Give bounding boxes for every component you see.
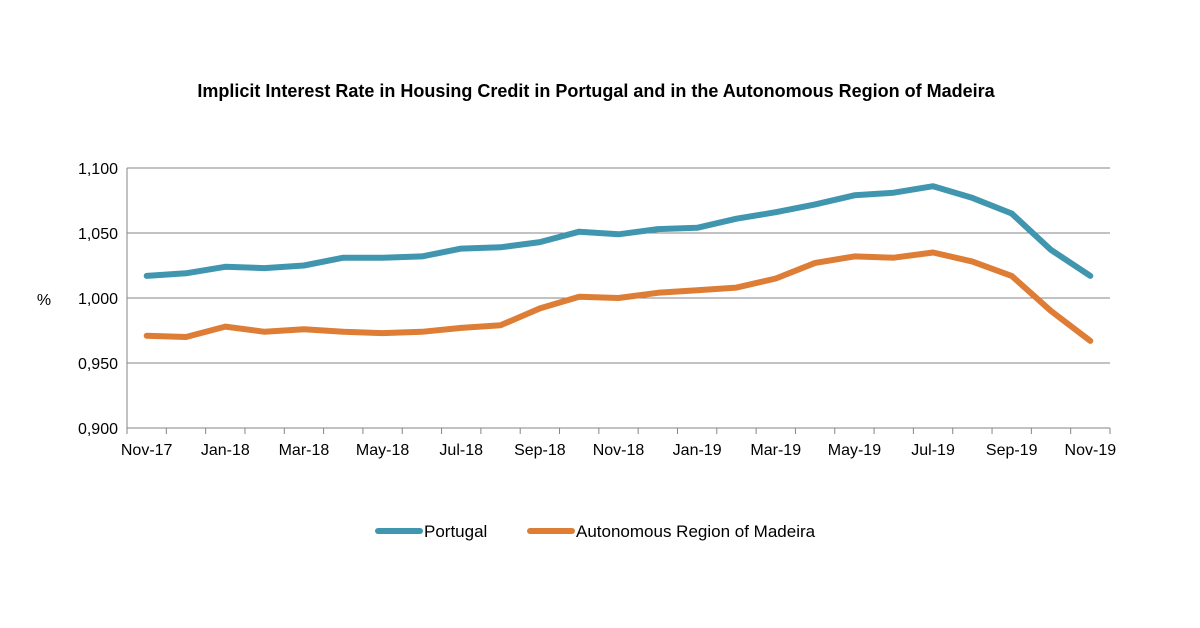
x-tick-label: Sep-19 [986, 442, 1038, 459]
series-lines [143, 183, 1094, 344]
legend-label: Portugal [424, 522, 487, 541]
x-tick-label: May-19 [828, 442, 881, 459]
chart-title: Implicit Interest Rate in Housing Credit… [197, 81, 995, 101]
x-tick-label: Nov-17 [121, 442, 173, 459]
x-tick-label: Mar-18 [279, 442, 330, 459]
x-tick-label: Jan-18 [201, 442, 250, 459]
x-tick-label: Nov-19 [1065, 442, 1117, 459]
x-tick-label: Mar-19 [750, 442, 801, 459]
x-tick-label: May-18 [356, 442, 409, 459]
x-tick-label: Nov-18 [593, 442, 645, 459]
y-axis-ticks: 0,900 0,950 1,000 1,050 1,100 [78, 161, 118, 438]
x-tick-label: Jan-19 [673, 442, 722, 459]
x-tick-label: Jul-19 [911, 442, 955, 459]
y-tick-label: 1,100 [78, 161, 118, 178]
series-line-portugal [143, 183, 1094, 279]
y-tick-label: 0,950 [78, 356, 118, 373]
y-tick-label: 1,050 [78, 226, 118, 243]
y-tick-label: 1,000 [78, 291, 118, 308]
y-tick-label: 0,900 [78, 421, 118, 438]
legend-label: Autonomous Region of Madeira [576, 522, 816, 541]
x-tick-label: Sep-18 [514, 442, 566, 459]
y-axis-label: % [37, 292, 51, 309]
x-tick-label: Jul-18 [439, 442, 483, 459]
series-line-autonomous-region-of-madeira [143, 249, 1094, 344]
legend: Portugal Autonomous Region of Madeira [375, 522, 816, 541]
x-axis-ticks: Nov-17 Jan-18 Mar-18 May-18 Jul-18 Sep-18 Nov-… [121, 428, 1116, 459]
